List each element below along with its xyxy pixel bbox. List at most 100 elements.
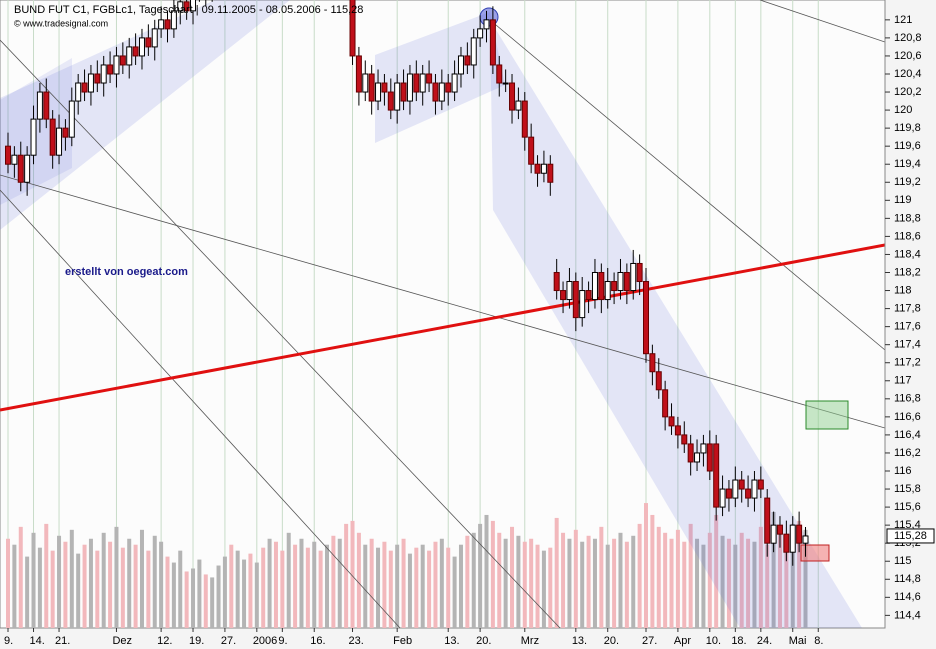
- volume-bar: [522, 541, 527, 628]
- candle-body: [75, 82, 82, 102]
- candle-body: [547, 163, 554, 183]
- volume-bar: [101, 532, 106, 628]
- volume-bar: [12, 544, 17, 628]
- candle-body: [107, 64, 114, 75]
- volume-bar: [777, 532, 782, 628]
- volume-bar: [229, 544, 234, 628]
- candle-body: [802, 535, 809, 544]
- volume-bar: [567, 538, 572, 628]
- x-tick-label: 27.: [642, 635, 657, 647]
- x-tick-label: 8.: [814, 635, 823, 647]
- volume-bar: [726, 538, 731, 628]
- candle-body: [17, 154, 24, 183]
- volume-bar: [784, 538, 789, 628]
- candle-body: [579, 290, 586, 319]
- volume-bar: [159, 541, 164, 628]
- y-tick-label: 120,2: [894, 86, 922, 98]
- channel: [490, 20, 862, 628]
- volume-bar: [37, 547, 42, 628]
- x-tick-label: Apr: [674, 635, 691, 647]
- candle-body: [400, 82, 407, 102]
- candle-body: [796, 524, 803, 544]
- volume-bar: [573, 529, 578, 628]
- volume-bar: [184, 571, 189, 628]
- volume-bar: [305, 547, 310, 628]
- volume-bar: [337, 538, 342, 628]
- chart-title: BUND FUT C1, FGBLc1, Tageschart | 09.11.…: [14, 4, 363, 16]
- candle-body: [368, 73, 375, 102]
- candle-body: [387, 91, 394, 111]
- x-tick-label: 16.: [310, 635, 325, 647]
- candle-body: [572, 281, 579, 319]
- volume-bar: [790, 523, 795, 628]
- candle-body: [62, 127, 69, 138]
- candle-body: [119, 55, 126, 66]
- y-tick-label: 114,8: [894, 573, 921, 585]
- candle-body: [611, 281, 618, 292]
- candle-body: [190, 0, 197, 12]
- y-tick-label: 121: [894, 14, 912, 26]
- volume-bar: [363, 544, 368, 628]
- candle-body: [706, 443, 713, 472]
- volume-bar: [216, 565, 221, 628]
- x-tick-label: Mrz: [521, 635, 539, 647]
- target-box: [805, 400, 849, 430]
- candle-body: [381, 82, 388, 93]
- candle-body: [11, 154, 18, 165]
- candle-body: [700, 443, 707, 454]
- volume-bar: [50, 550, 55, 628]
- channel: [0, 0, 290, 230]
- candle-body: [502, 82, 509, 85]
- volume-bar: [631, 535, 636, 628]
- volume-bar: [580, 541, 585, 628]
- volume-bar: [369, 538, 374, 628]
- candle-body: [355, 55, 362, 93]
- volume-bar: [165, 556, 170, 628]
- volume-bar: [331, 535, 336, 628]
- candle-body: [138, 37, 145, 57]
- candle-body: [725, 488, 732, 499]
- candle-body: [694, 452, 701, 463]
- y-tick-label: 119,6: [894, 140, 921, 152]
- y-tick-label: 120: [894, 104, 912, 116]
- volume-bar: [427, 550, 432, 628]
- y-tick-label: 115,4: [894, 519, 921, 531]
- candle-body: [100, 64, 107, 84]
- candle-body: [732, 479, 739, 499]
- y-tick-label: 118,8: [894, 212, 921, 224]
- candle-body: [362, 73, 369, 93]
- y-tick-label: 117,2: [894, 357, 921, 369]
- y-tick-label: 117: [894, 375, 912, 387]
- candle-body: [617, 271, 624, 292]
- candle-body: [604, 281, 611, 301]
- candle-body: [183, 1, 190, 12]
- volume-bar: [586, 535, 591, 628]
- trend-line: [0, 243, 885, 412]
- volume-bar: [433, 541, 438, 628]
- candle-body: [426, 73, 433, 84]
- candle-body: [674, 425, 681, 436]
- candle-body: [681, 434, 688, 445]
- y-tick-label: 119,2: [894, 176, 921, 188]
- candle-body: [649, 353, 656, 373]
- volume-bar: [57, 535, 62, 628]
- candle-body: [655, 371, 662, 391]
- volume-bar: [286, 532, 291, 628]
- candle-body: [598, 271, 605, 301]
- volume-bar: [688, 523, 693, 628]
- volume-bar: [484, 514, 489, 628]
- candle-body: [483, 19, 490, 30]
- candle-body: [170, 10, 177, 30]
- volume-bar: [120, 547, 125, 628]
- y-tick-label: 120,4: [894, 68, 922, 80]
- volume-bar: [407, 553, 412, 628]
- y-tick-label: 116,2: [894, 447, 921, 459]
- volume-bar: [746, 538, 751, 628]
- volume-bar: [439, 538, 444, 628]
- candle-body: [413, 73, 420, 93]
- volume-bar: [376, 547, 381, 628]
- volume-bar: [25, 556, 30, 628]
- volume-bar: [146, 550, 151, 628]
- volume-bar: [624, 541, 629, 628]
- x-tick-label: Feb: [393, 635, 412, 647]
